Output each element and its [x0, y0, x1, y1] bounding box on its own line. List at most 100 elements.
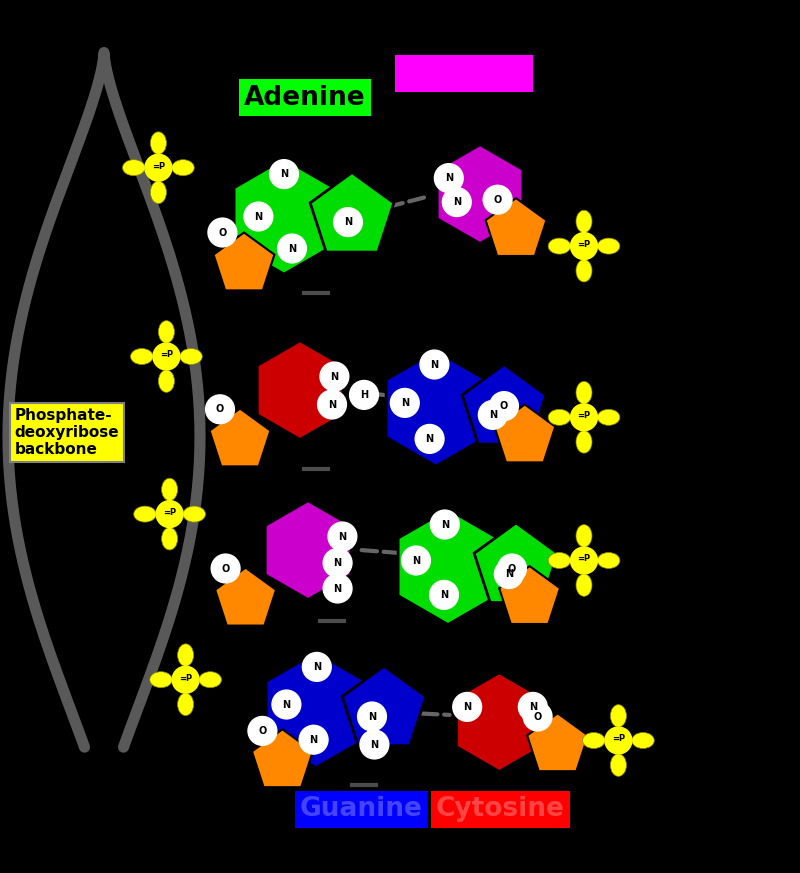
Circle shape	[318, 390, 346, 419]
Circle shape	[523, 702, 552, 731]
Polygon shape	[266, 652, 366, 767]
Circle shape	[328, 522, 357, 551]
Circle shape	[390, 388, 419, 417]
Ellipse shape	[122, 160, 145, 175]
Text: N: N	[368, 711, 376, 721]
Circle shape	[494, 560, 523, 588]
Text: =P: =P	[612, 734, 625, 744]
Circle shape	[570, 547, 598, 574]
Ellipse shape	[548, 238, 570, 254]
Text: N: N	[441, 519, 449, 530]
Text: N: N	[412, 555, 420, 566]
Polygon shape	[310, 173, 394, 252]
Polygon shape	[527, 713, 588, 771]
Ellipse shape	[178, 644, 194, 666]
Text: O: O	[216, 404, 224, 415]
Text: O: O	[494, 195, 502, 204]
Text: =P: =P	[163, 508, 176, 517]
Text: N: N	[430, 360, 438, 369]
Polygon shape	[214, 232, 274, 291]
Polygon shape	[210, 409, 270, 466]
Text: Cytosine: Cytosine	[436, 796, 565, 822]
Polygon shape	[438, 145, 522, 244]
Ellipse shape	[576, 430, 592, 453]
Circle shape	[156, 500, 183, 527]
Circle shape	[272, 690, 301, 718]
Text: =P: =P	[578, 240, 590, 249]
Circle shape	[270, 160, 298, 189]
Circle shape	[208, 218, 237, 247]
Ellipse shape	[610, 754, 626, 776]
Text: =P: =P	[578, 554, 590, 563]
Text: N: N	[330, 372, 338, 382]
Polygon shape	[386, 351, 486, 466]
Text: Thymine: Thymine	[400, 60, 527, 86]
Ellipse shape	[158, 320, 174, 343]
Text: N: N	[529, 702, 537, 711]
Text: =P: =P	[152, 162, 165, 170]
Ellipse shape	[180, 348, 202, 365]
Text: O: O	[222, 563, 230, 574]
Text: Phosphate-
deoxyribose
backbone: Phosphate- deoxyribose backbone	[14, 408, 119, 457]
Circle shape	[430, 510, 459, 539]
Polygon shape	[234, 159, 334, 274]
Circle shape	[490, 392, 518, 421]
Circle shape	[430, 581, 458, 609]
Polygon shape	[474, 523, 558, 602]
Polygon shape	[486, 198, 546, 256]
Text: N: N	[489, 410, 497, 420]
Text: =P: =P	[578, 411, 590, 420]
Text: Guanine: Guanine	[300, 796, 423, 822]
Ellipse shape	[548, 553, 570, 568]
Text: N: N	[445, 173, 453, 183]
Ellipse shape	[150, 132, 166, 155]
Ellipse shape	[632, 732, 654, 748]
Text: O: O	[218, 228, 226, 237]
Ellipse shape	[158, 370, 174, 392]
Polygon shape	[266, 501, 350, 600]
Text: N: N	[254, 211, 262, 222]
Text: N: N	[370, 739, 378, 750]
Circle shape	[302, 652, 331, 681]
Circle shape	[434, 164, 463, 193]
Circle shape	[299, 725, 328, 754]
Ellipse shape	[178, 693, 194, 716]
Ellipse shape	[582, 732, 605, 748]
Circle shape	[153, 343, 180, 370]
Circle shape	[498, 554, 526, 583]
Ellipse shape	[130, 348, 153, 365]
Ellipse shape	[162, 527, 178, 550]
Circle shape	[320, 362, 349, 391]
Text: =P: =P	[160, 350, 173, 360]
Text: O: O	[534, 711, 542, 721]
Text: N: N	[344, 217, 352, 227]
Circle shape	[570, 233, 598, 259]
Circle shape	[605, 727, 632, 754]
Ellipse shape	[598, 238, 620, 254]
Text: O: O	[508, 563, 516, 574]
Circle shape	[211, 554, 240, 583]
Text: N: N	[463, 702, 471, 711]
Circle shape	[172, 666, 199, 693]
Ellipse shape	[548, 409, 570, 425]
Circle shape	[442, 188, 471, 217]
Circle shape	[323, 574, 352, 603]
Circle shape	[350, 381, 378, 409]
Circle shape	[145, 155, 172, 181]
Text: N: N	[334, 583, 342, 594]
Text: N: N	[440, 590, 448, 600]
Text: N: N	[338, 532, 346, 541]
Ellipse shape	[199, 671, 222, 688]
Ellipse shape	[150, 671, 172, 688]
Circle shape	[334, 208, 362, 237]
Ellipse shape	[576, 382, 592, 404]
Circle shape	[402, 546, 430, 575]
Ellipse shape	[162, 478, 178, 500]
Text: N: N	[282, 699, 290, 710]
Text: H: H	[360, 390, 368, 400]
Polygon shape	[398, 509, 498, 624]
Circle shape	[518, 692, 547, 721]
Polygon shape	[499, 566, 560, 624]
Ellipse shape	[172, 160, 194, 175]
Ellipse shape	[610, 705, 626, 727]
